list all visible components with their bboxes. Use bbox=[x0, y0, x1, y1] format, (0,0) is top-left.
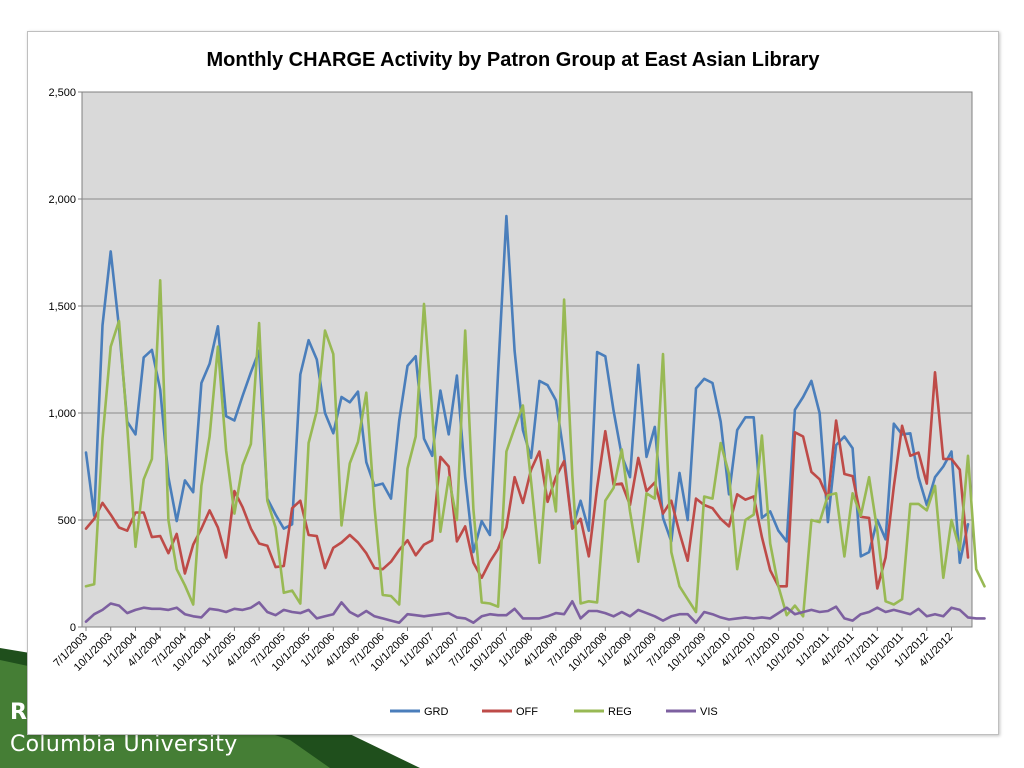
y-tick-label: 2,500 bbox=[48, 87, 76, 99]
line-chart: Monthly CHARGE Activity by Patron Group … bbox=[48, 49, 986, 718]
legend-label-reg: REG bbox=[608, 706, 632, 718]
legend-label-vis: VIS bbox=[700, 706, 718, 718]
y-tick-label: 0 bbox=[70, 622, 76, 634]
series-line-reg bbox=[84, 279, 986, 618]
legend-label-grd: GRD bbox=[424, 706, 449, 718]
x-axis-ticks: 7/1/200310/1/20031/1/20044/1/20047/1/200… bbox=[51, 627, 956, 674]
chart-frame: Monthly CHARGE Activity by Patron Group … bbox=[27, 31, 999, 735]
legend-label-off: OFF bbox=[516, 706, 538, 718]
series-lines bbox=[84, 214, 986, 625]
footer-text-fragment: R bbox=[10, 700, 27, 725]
y-tick-label: 1,500 bbox=[48, 301, 76, 313]
footer-university-name: Columbia University bbox=[10, 732, 238, 757]
y-tick-label: 1,000 bbox=[48, 408, 76, 420]
y-axis-ticks: 0 500 1,000 1,500 2,000 2,500 bbox=[48, 87, 82, 634]
chart-title: Monthly CHARGE Activity by Patron Group … bbox=[206, 49, 820, 71]
plot-area bbox=[81, 91, 973, 628]
y-tick-label: 2,000 bbox=[48, 194, 76, 206]
series-line-vis bbox=[84, 599, 986, 625]
legend: GRD OFF REG VIS bbox=[390, 706, 718, 718]
gridlines bbox=[82, 198, 972, 521]
y-tick-label: 500 bbox=[58, 515, 76, 527]
